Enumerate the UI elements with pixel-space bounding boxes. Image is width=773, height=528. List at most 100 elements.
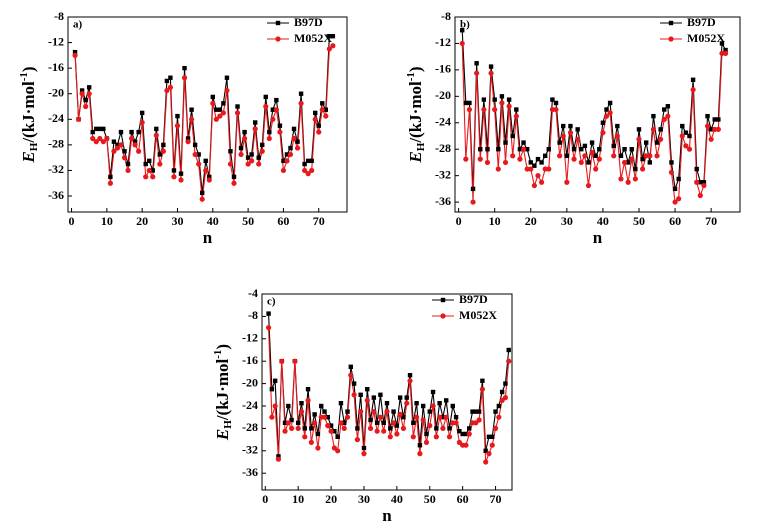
marker	[374, 428, 380, 434]
marker	[196, 152, 201, 157]
marker	[410, 434, 416, 440]
marker	[459, 40, 465, 47]
marker	[235, 104, 240, 109]
marker	[723, 47, 728, 53]
x-tick-label: 60	[457, 492, 469, 506]
marker	[433, 434, 439, 440]
marker	[153, 132, 159, 138]
marker	[276, 454, 281, 459]
marker	[520, 146, 527, 152]
marker	[460, 28, 465, 33]
marker	[387, 434, 393, 440]
marker	[72, 52, 78, 58]
marker	[286, 403, 291, 409]
marker	[553, 106, 559, 113]
marker	[488, 70, 494, 76]
y-axis-label-part: )	[406, 66, 425, 72]
marker	[493, 409, 498, 414]
marker	[716, 117, 721, 122]
marker	[542, 166, 548, 172]
marker	[481, 97, 487, 102]
marker	[181, 75, 188, 81]
marker	[302, 167, 308, 174]
marker	[414, 414, 420, 420]
marker	[206, 177, 212, 183]
marker	[535, 173, 541, 179]
marker	[287, 151, 294, 158]
marker	[323, 113, 329, 119]
marker	[185, 136, 191, 141]
marker	[322, 409, 327, 414]
marker	[481, 106, 487, 113]
marker	[338, 420, 344, 426]
marker	[285, 420, 291, 426]
marker	[474, 70, 480, 76]
marker	[690, 77, 696, 82]
y-tick-label: -20	[242, 375, 258, 389]
marker	[75, 116, 82, 122]
marker	[578, 159, 584, 166]
y-tick-label: -12	[435, 35, 451, 49]
marker	[499, 94, 505, 99]
marker	[604, 107, 609, 112]
marker	[589, 140, 595, 145]
marker	[611, 143, 616, 149]
marker	[510, 133, 515, 139]
marker	[470, 199, 476, 205]
marker	[513, 113, 519, 119]
y-axis-label: EH/(kJ·mol-1)	[405, 66, 427, 163]
y-tick-label: -20	[435, 88, 451, 102]
marker	[136, 148, 142, 154]
y-tick-label: -16	[242, 353, 258, 367]
x-tick-label: 20	[325, 492, 337, 506]
marker	[245, 155, 251, 160]
marker	[270, 116, 276, 122]
marker	[629, 156, 635, 162]
y-axis-label-part: /(kJ·mol	[213, 359, 232, 422]
marker	[298, 100, 304, 106]
y-tick-label: -32	[242, 443, 258, 457]
marker	[553, 100, 559, 106]
marker	[517, 156, 523, 162]
marker	[474, 61, 479, 66]
y-tick-label: -36	[435, 194, 451, 208]
marker	[259, 148, 265, 154]
marker	[282, 428, 288, 434]
marker	[480, 378, 485, 383]
y-tick-label: -4	[248, 286, 258, 300]
marker	[506, 347, 511, 353]
marker	[175, 113, 180, 119]
marker	[557, 153, 563, 159]
marker	[221, 101, 226, 106]
legend-label: M052X	[687, 31, 725, 45]
marker	[400, 425, 407, 431]
marker	[330, 33, 336, 39]
marker	[636, 136, 642, 142]
marker	[460, 431, 465, 437]
marker	[582, 143, 588, 149]
marker	[274, 97, 279, 103]
marker	[486, 434, 492, 439]
y-tick-label: -24	[242, 398, 258, 412]
marker	[200, 190, 205, 196]
legend-label: M052X	[294, 31, 332, 45]
marker	[633, 166, 638, 172]
marker	[348, 372, 354, 378]
marker	[414, 401, 419, 406]
marker	[496, 403, 502, 409]
marker	[483, 448, 488, 453]
marker	[625, 179, 631, 185]
marker	[291, 126, 297, 132]
y-axis-label-part: )	[213, 344, 232, 350]
marker	[272, 378, 278, 383]
marker	[492, 425, 499, 431]
marker	[397, 395, 403, 400]
panel-label: b)	[460, 19, 470, 31]
marker	[719, 50, 725, 56]
marker	[295, 425, 301, 431]
marker	[708, 127, 714, 132]
plot-frame	[67, 16, 348, 213]
marker	[506, 97, 512, 102]
marker	[277, 129, 283, 135]
marker	[629, 147, 634, 152]
